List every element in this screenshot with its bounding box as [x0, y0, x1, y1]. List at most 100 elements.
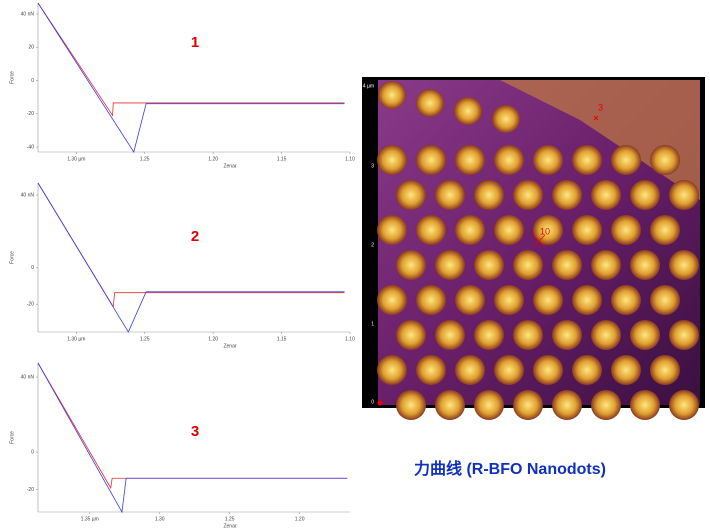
afm-dot	[630, 250, 660, 280]
afm-dot	[572, 215, 602, 245]
afm-dot	[611, 285, 641, 315]
afm-dot	[455, 215, 485, 245]
y-tick-label: 40 nN	[21, 192, 35, 198]
afm-dot	[435, 390, 465, 420]
y-tick-label: 20	[28, 45, 34, 51]
origin-marker	[377, 400, 383, 406]
afm-dot	[416, 355, 446, 385]
afm-cross	[593, 115, 599, 121]
afm-dot	[494, 285, 524, 315]
x-tick-label: 1.30	[155, 516, 165, 522]
afm-dots	[377, 81, 699, 420]
force-curve	[37, 2, 345, 117]
afm-dot	[630, 390, 660, 420]
afm-dot	[474, 180, 504, 210]
afm-dot	[435, 250, 465, 280]
y-tick-label: -20	[27, 301, 34, 307]
afm-dot	[396, 390, 426, 420]
afm-label: 1	[371, 321, 374, 327]
afm-dot	[650, 355, 680, 385]
slide-title: 力曲线 (R-BFO Nanodots)	[414, 459, 606, 478]
afm-dot	[669, 320, 699, 350]
afm-dot	[572, 145, 602, 175]
afm-dot	[494, 215, 524, 245]
y-tick-label: 40 nN	[21, 11, 35, 17]
afm-marker: 3	[598, 102, 603, 112]
afm-dot	[455, 145, 485, 175]
afm-dot	[513, 250, 543, 280]
afm-dot	[533, 145, 563, 175]
afm-dot	[474, 390, 504, 420]
afm-dot	[455, 355, 485, 385]
afm-dot	[611, 215, 641, 245]
annotation: 3	[191, 423, 199, 440]
afm-dot	[494, 145, 524, 175]
force-curve	[37, 182, 345, 333]
afm-dot	[611, 145, 641, 175]
x-tick-label: 1.20	[208, 336, 218, 342]
afm-dot	[533, 355, 563, 385]
afm-dot	[611, 355, 641, 385]
x-tick-label: 1.15	[277, 336, 287, 342]
afm-dot	[396, 250, 426, 280]
afm-dot	[591, 180, 621, 210]
x-tick-label: 1.10	[345, 156, 355, 162]
afm-terrain	[500, 80, 700, 200]
y-tick-label: 0	[31, 265, 34, 271]
force-curve	[37, 2, 345, 153]
afm-dot	[552, 390, 582, 420]
y-axis-title: Force	[9, 431, 15, 444]
y-tick-label: 0	[31, 449, 34, 455]
afm-dot	[552, 320, 582, 350]
afm-dot	[416, 89, 444, 117]
x-tick-label: 1.30 µm	[67, 336, 85, 342]
afm-dot	[630, 180, 660, 210]
x-tick-label: 1.25	[140, 156, 150, 162]
x-tick-label: 1.15	[277, 156, 287, 162]
x-tick-label: 1.30 µm	[67, 156, 85, 162]
afm-dot	[572, 355, 602, 385]
x-axis-title: Zenar	[223, 163, 236, 169]
y-tick-label: -20	[27, 111, 34, 117]
afm-dot	[416, 215, 446, 245]
x-axis-title: Zenar	[223, 343, 236, 349]
afm-label: 2	[371, 242, 374, 248]
afm-dot	[494, 355, 524, 385]
y-tick-label: 40 nN	[21, 374, 35, 380]
x-tick-label: 1.25	[140, 336, 150, 342]
x-tick-label: 1.20	[208, 156, 218, 162]
y-tick-label: 0	[31, 78, 34, 84]
x-tick-label: 1.20	[295, 516, 305, 522]
afm-dot	[474, 320, 504, 350]
afm-dot	[591, 390, 621, 420]
afm-dot	[377, 355, 407, 385]
afm-dot	[669, 390, 699, 420]
afm-cross	[532, 234, 546, 248]
afm-dot	[650, 145, 680, 175]
y-axis-title: Force	[9, 251, 15, 264]
afm-dot	[416, 145, 446, 175]
afm-dot	[396, 180, 426, 210]
afm-label: 4 µm	[363, 83, 374, 89]
afm-dot	[455, 285, 485, 315]
y-tick-label: -40	[27, 144, 34, 150]
afm-label: 0	[371, 399, 374, 405]
afm-dot	[650, 285, 680, 315]
afm-label: 3	[371, 163, 374, 169]
afm-dot	[533, 285, 563, 315]
afm-dot	[377, 215, 407, 245]
annotation: 1	[191, 34, 199, 51]
afm-dot	[377, 285, 407, 315]
afm-dot	[396, 320, 426, 350]
afm-dot	[513, 320, 543, 350]
x-tick-label: 1.35 µm	[81, 516, 99, 522]
x-tick-label: 1.10	[345, 336, 355, 342]
x-tick-label: 1.25	[225, 516, 235, 522]
afm-dot	[416, 285, 446, 315]
afm-dot	[669, 180, 699, 210]
afm-marker: 10	[540, 226, 550, 236]
afm-dot	[377, 145, 407, 175]
y-tick-label: -20	[27, 487, 34, 493]
afm-dot	[650, 215, 680, 245]
